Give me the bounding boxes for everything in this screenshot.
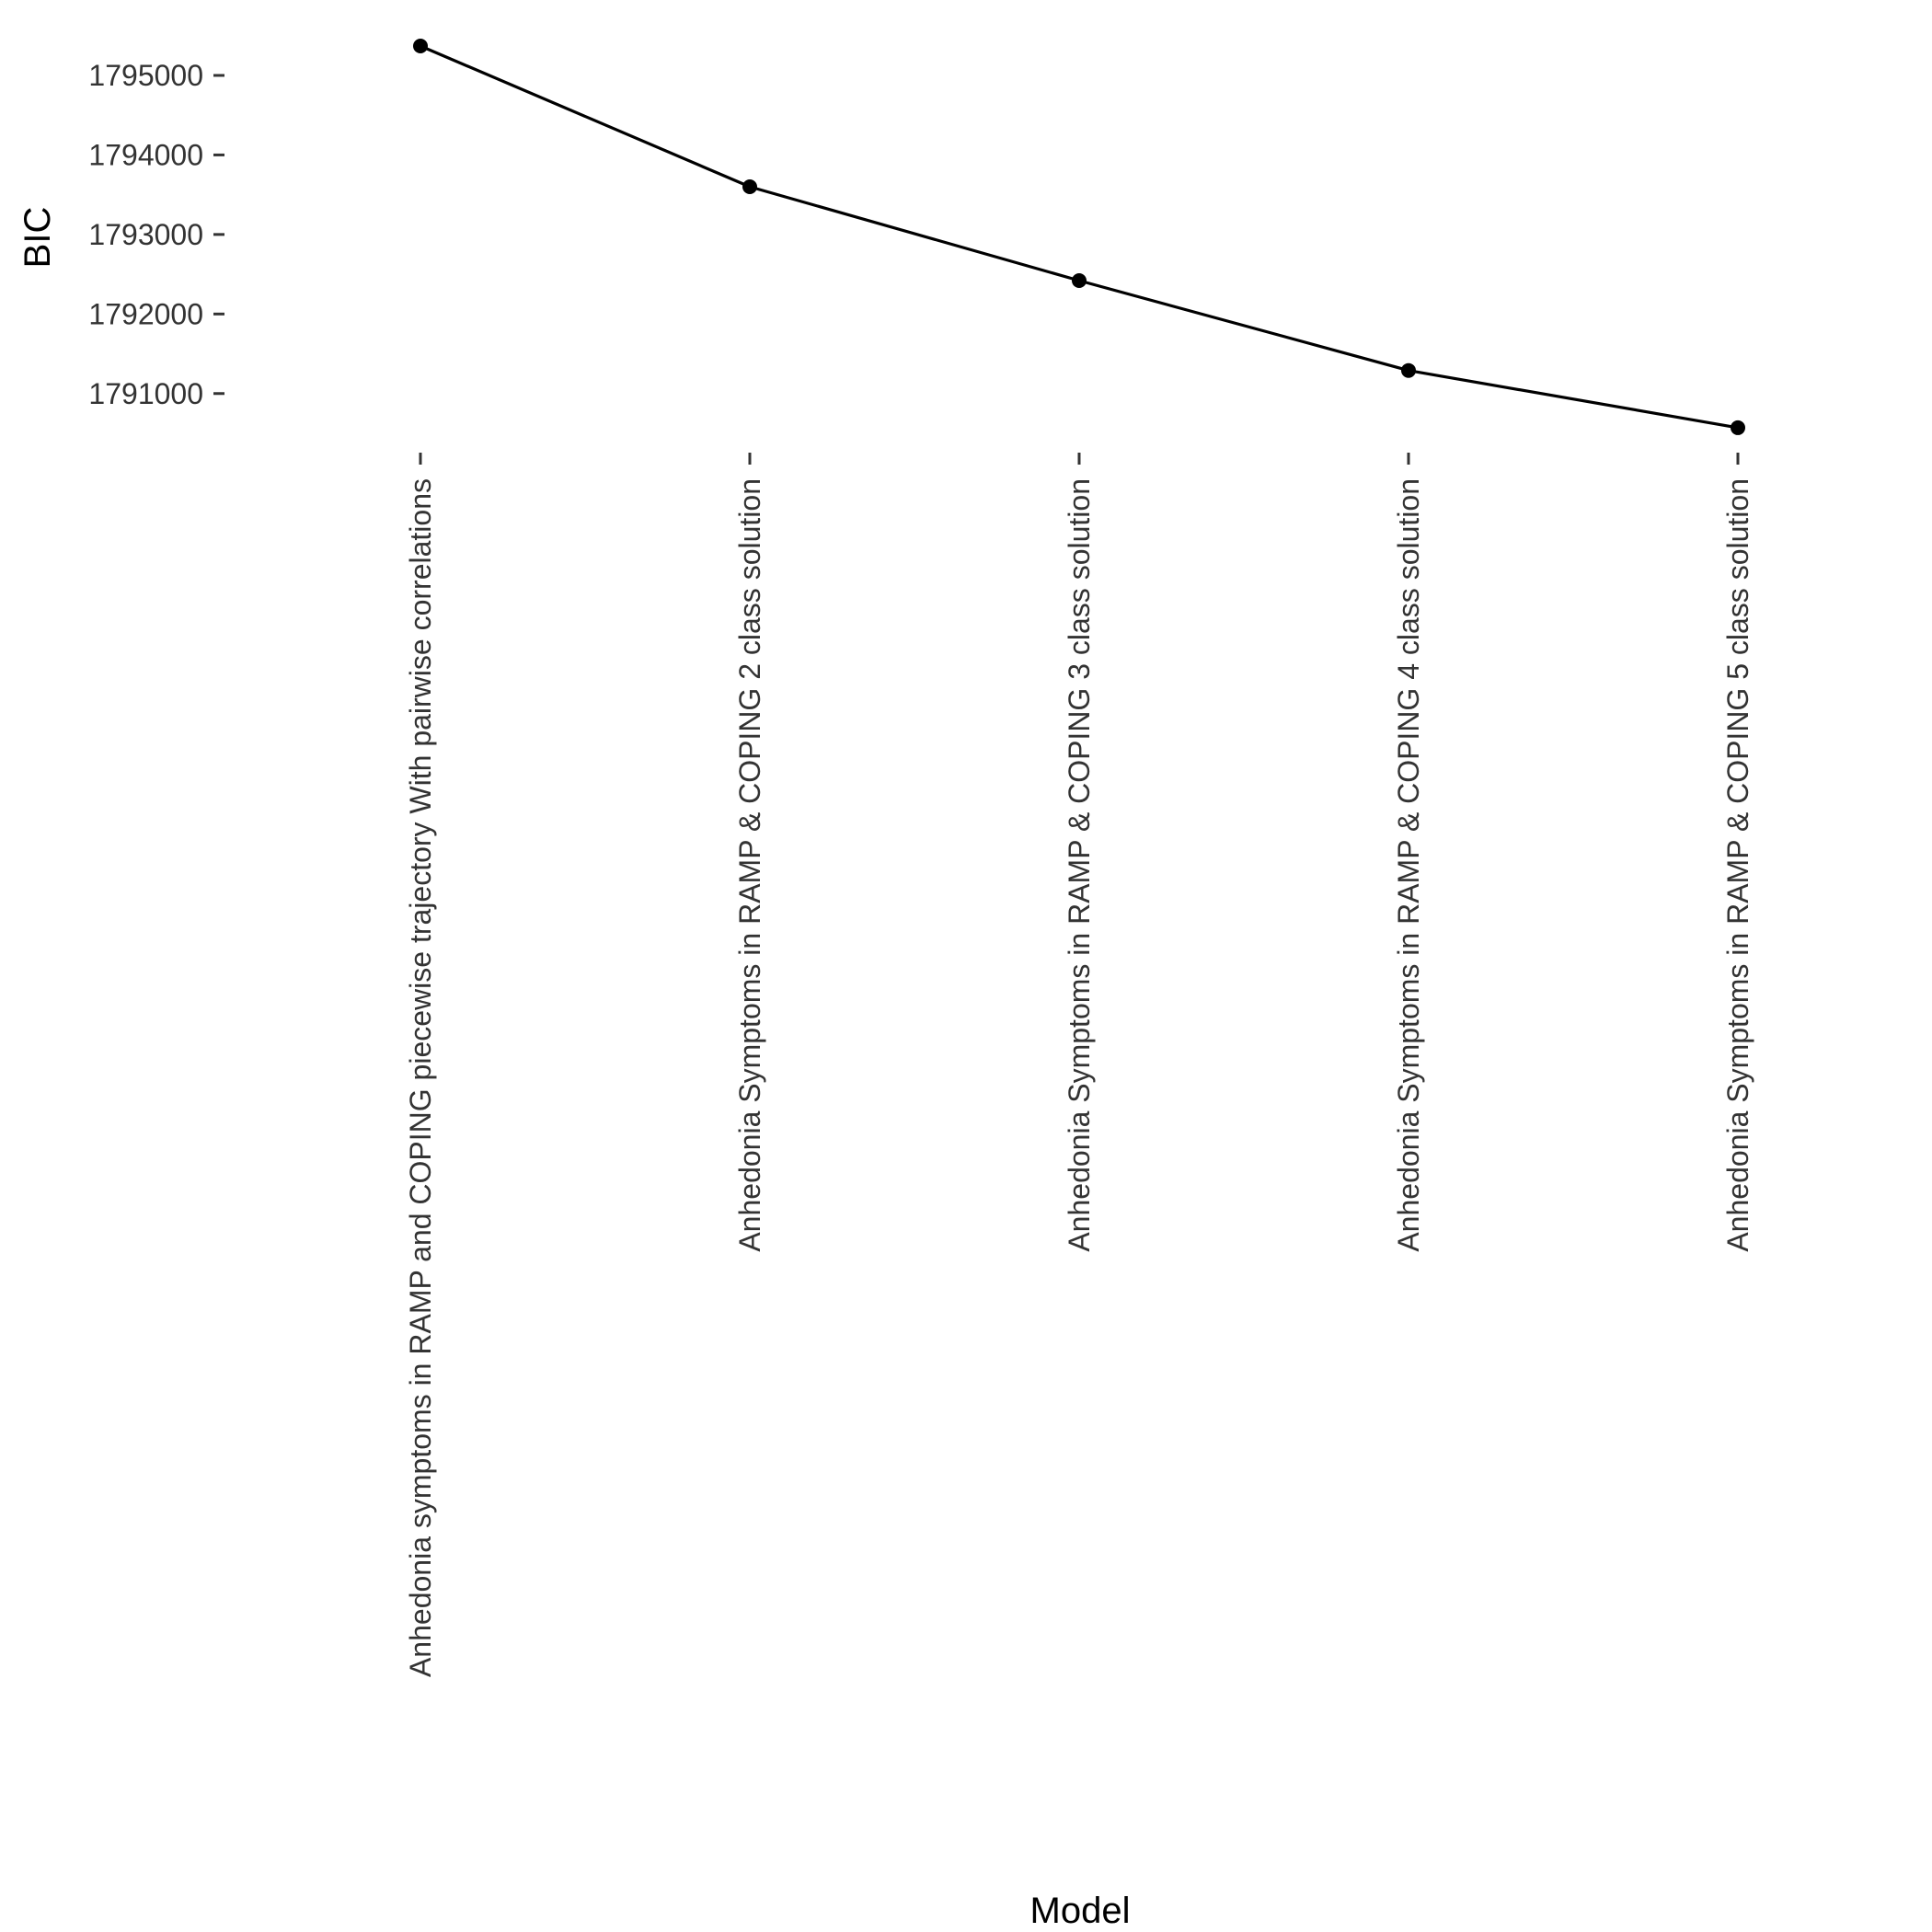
y-tick-label: 1795000 <box>88 59 203 92</box>
x-tick-label: Anhedonia Symptoms in RAMP & COPING 5 cl… <box>1721 478 1754 1252</box>
y-tick-label: 1791000 <box>88 377 203 410</box>
x-axis: Anhedonia symptoms in RAMP and COPING pi… <box>404 453 1754 1677</box>
y-axis-title: BIC <box>17 207 58 269</box>
bic-series <box>413 38 1745 435</box>
data-point <box>1401 362 1416 378</box>
y-tick-label: 1794000 <box>88 138 203 171</box>
x-axis-title: Model <box>1030 1891 1131 1931</box>
x-tick-label: Anhedonia Symptoms in RAMP & COPING 4 cl… <box>1392 478 1425 1252</box>
data-point <box>1731 420 1745 435</box>
data-point <box>1072 273 1087 289</box>
x-tick-label: Anhedonia Symptoms in RAMP & COPING 2 cl… <box>733 478 766 1252</box>
y-tick-label: 1792000 <box>88 297 203 330</box>
x-tick-label: Anhedonia symptoms in RAMP and COPING pi… <box>404 478 437 1677</box>
y-tick-label: 1793000 <box>88 218 203 251</box>
x-tick-label: Anhedonia Symptoms in RAMP & COPING 3 cl… <box>1063 478 1096 1252</box>
y-axis: 1791000 1792000 1793000 1794000 1795000 <box>88 59 224 410</box>
data-point <box>742 178 757 194</box>
bic-line <box>420 44 1739 430</box>
data-point <box>413 38 428 53</box>
